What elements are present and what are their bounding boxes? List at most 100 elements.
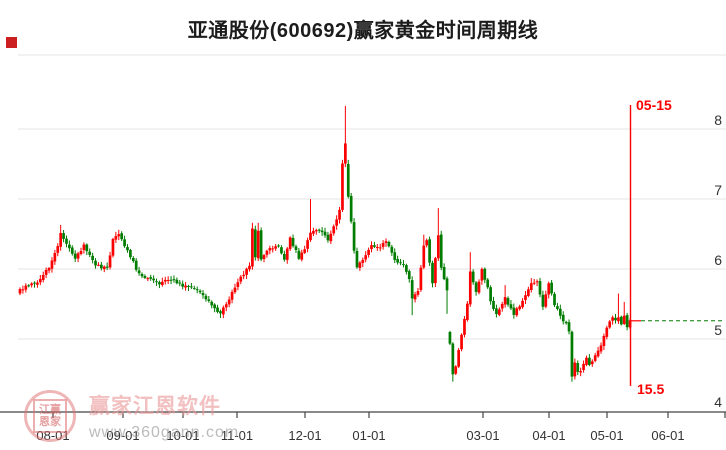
candle-body <box>509 304 513 309</box>
candle-body <box>399 262 402 264</box>
candle-body <box>544 294 548 307</box>
candle-body <box>329 233 333 242</box>
candle-body <box>297 250 301 259</box>
candle-body <box>460 334 463 350</box>
candle-body <box>570 331 574 377</box>
candle-body <box>274 246 277 249</box>
candle-body <box>390 246 394 253</box>
candle-body <box>527 289 530 296</box>
candle-body <box>471 271 475 283</box>
candle-body <box>477 281 481 293</box>
candle-body <box>140 273 144 277</box>
candle-body <box>126 247 129 251</box>
candle-body <box>239 276 243 282</box>
candle-body <box>21 289 25 291</box>
candle-body <box>50 260 54 269</box>
candle-body <box>436 235 440 259</box>
candle-body <box>38 279 42 283</box>
candle-body <box>625 315 629 328</box>
candle-body <box>195 289 199 291</box>
candle-body <box>541 294 545 307</box>
candle-body <box>236 282 240 287</box>
candle-body <box>338 209 341 220</box>
candle-body <box>407 271 411 280</box>
candle-body <box>283 253 286 260</box>
candle-body <box>466 303 469 320</box>
candle-body <box>300 252 304 260</box>
x-tick-label: 03-01 <box>466 428 499 443</box>
candle-body <box>387 242 391 247</box>
candle-body <box>547 283 551 295</box>
candle-body <box>416 291 420 295</box>
candle-body <box>602 335 606 346</box>
candle-body <box>442 266 446 280</box>
candle-body <box>172 279 176 281</box>
candle-body <box>445 278 449 291</box>
candle-body <box>131 257 135 262</box>
candle-body <box>73 253 77 259</box>
candle-body <box>245 268 248 275</box>
candle-body <box>550 282 553 294</box>
candle-body <box>567 322 571 332</box>
candle-body <box>492 300 495 310</box>
x-tick-label: 01-01 <box>352 428 385 443</box>
candle-body <box>70 247 74 254</box>
candle-body <box>91 255 94 261</box>
page-title: 亚通股份(600692)赢家黄金时间周期线 <box>187 20 539 42</box>
candle-body <box>309 232 312 241</box>
candle-body <box>373 245 376 247</box>
candle-body <box>529 283 533 290</box>
candle-body <box>358 262 362 268</box>
candle-body <box>97 264 100 266</box>
candle-body <box>82 244 86 251</box>
candle-body <box>558 308 562 316</box>
candle-body <box>178 282 182 284</box>
candle-body <box>495 308 498 315</box>
candle-body <box>114 236 118 240</box>
candle-body <box>434 258 437 284</box>
candle-body <box>349 195 353 222</box>
candle-body <box>201 293 205 296</box>
candle-body <box>105 266 109 268</box>
candle-body <box>608 321 612 328</box>
candle-body <box>605 327 609 337</box>
candle-body <box>108 255 112 268</box>
candle-body <box>123 239 126 247</box>
x-tick-label: 10-01 <box>166 428 199 443</box>
candle-body <box>512 307 516 315</box>
candle-body <box>448 332 452 344</box>
candle-body <box>85 244 89 252</box>
candle-body <box>573 362 577 377</box>
candle-body <box>521 300 524 308</box>
candle-body <box>111 239 115 256</box>
candle-body <box>599 345 603 352</box>
candle-body <box>381 243 385 247</box>
candle-body <box>532 282 536 284</box>
candle-body <box>27 285 31 287</box>
candle-body <box>535 281 539 283</box>
candle-body <box>117 234 121 237</box>
x-tick-label: 11-01 <box>221 428 253 443</box>
candle-body <box>483 268 487 280</box>
candle-body <box>582 363 585 371</box>
candle-body <box>204 295 208 300</box>
candle-body <box>192 288 196 290</box>
candle-body <box>312 230 315 234</box>
candle-body <box>326 234 330 241</box>
candle-body <box>285 248 289 260</box>
candle-body <box>59 232 63 247</box>
candle-body <box>181 283 185 287</box>
candle-body <box>370 245 373 250</box>
candle-body <box>291 237 295 247</box>
candle-body <box>18 289 22 294</box>
candle-body <box>393 252 397 260</box>
candle-body <box>431 262 434 284</box>
candle-body <box>30 283 33 286</box>
candle-body <box>155 281 158 283</box>
candle-body <box>216 307 219 312</box>
candle-body <box>413 294 417 300</box>
candle-body <box>422 245 426 268</box>
candle-body <box>65 238 68 244</box>
candle-body <box>617 317 620 322</box>
